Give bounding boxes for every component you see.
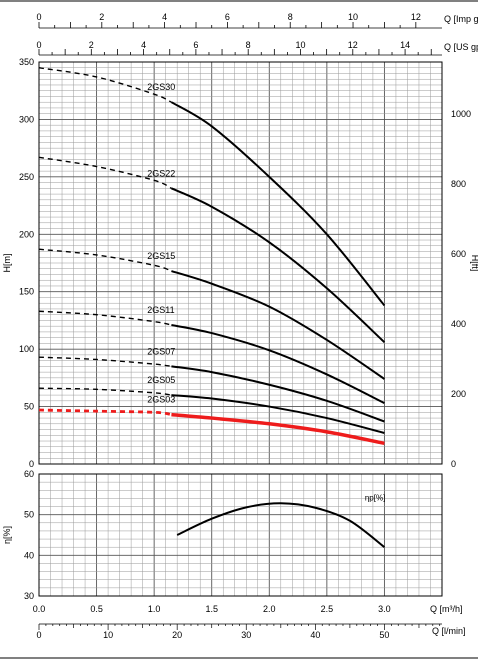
eff-plot-frame bbox=[38, 473, 443, 597]
head-y-tick-label: 250 bbox=[19, 172, 34, 182]
head-right-axis-label: H[ft] bbox=[470, 255, 478, 272]
series-2gs07: 2GS07 bbox=[38, 346, 385, 423]
curve-dashed bbox=[38, 156, 172, 189]
imp-gpm-tick-label: 6 bbox=[225, 12, 230, 22]
curve-solid bbox=[171, 365, 385, 423]
us-gpm-tick-label: 10 bbox=[295, 40, 305, 50]
q-m3h-tick-label: 2.5 bbox=[321, 604, 334, 614]
imp-gpm-tick-label: 2 bbox=[99, 12, 104, 22]
q-m3h-tick-label: 1.5 bbox=[205, 604, 218, 614]
lmin-tick-label: 40 bbox=[310, 630, 320, 640]
curve-solid bbox=[171, 394, 385, 434]
eff-y-tick-label: 60 bbox=[24, 469, 34, 479]
series-label: 2GS30 bbox=[147, 82, 175, 92]
q-m3h-tick-label: 3.0 bbox=[378, 604, 391, 614]
head-y-tick-label: 0 bbox=[29, 459, 34, 469]
efficiency-label: ηp[%] bbox=[365, 493, 385, 502]
head-y-tick-label: 350 bbox=[19, 57, 34, 67]
head-right-tick-label: 0 bbox=[451, 459, 456, 469]
us-gpm-tick-label: 8 bbox=[246, 40, 251, 50]
head-y-tick-label: 100 bbox=[19, 344, 34, 354]
curve-solid bbox=[170, 101, 386, 307]
series-2gs11: 2GS11 bbox=[38, 305, 385, 405]
q-m3h-tick-label: 0.0 bbox=[33, 604, 46, 614]
lmin-axis-label: Q [l/min] bbox=[432, 626, 466, 636]
series-2gs30: 2GS30 bbox=[38, 67, 386, 307]
imp-gpm-axis-label: Q [Imp gpm] bbox=[444, 14, 478, 24]
imp-gpm-tick-label: 10 bbox=[348, 12, 358, 22]
head-right-tick-label: 800 bbox=[451, 179, 466, 189]
curve-dashed bbox=[38, 387, 172, 396]
head-y-tick-label: 300 bbox=[19, 114, 34, 124]
head-plot-frame bbox=[38, 61, 443, 465]
curve-dashed bbox=[38, 310, 172, 326]
eff-y-axis-label: η[%] bbox=[2, 526, 12, 544]
us-gpm-axis-label: Q [US gpm] bbox=[444, 42, 478, 52]
head-right-tick-label: 600 bbox=[451, 249, 466, 259]
lmin-tick-label: 50 bbox=[379, 630, 389, 640]
q-m3h-tick-label: 2.0 bbox=[263, 604, 276, 614]
us-gpm-tick-label: 0 bbox=[36, 40, 41, 50]
lmin-tick-label: 0 bbox=[36, 630, 41, 640]
eff-y-tick-label: 30 bbox=[24, 591, 34, 601]
q-m3h-axis-label: Q [m³/h] bbox=[430, 604, 463, 614]
imp-gpm-tick-label: 8 bbox=[288, 12, 293, 22]
head-y-axis-label: H[m] bbox=[2, 254, 12, 273]
us-gpm-tick-label: 14 bbox=[400, 40, 410, 50]
eff-y-tick-label: 50 bbox=[24, 510, 34, 520]
series-label: 2GS11 bbox=[147, 305, 174, 315]
curve-dashed bbox=[38, 248, 172, 272]
head-y-tick-label: 50 bbox=[24, 402, 34, 412]
us-gpm-tick-label: 6 bbox=[193, 40, 198, 50]
series-label: 2GS07 bbox=[147, 346, 175, 356]
lmin-tick-label: 10 bbox=[103, 630, 113, 640]
curve-dashed bbox=[38, 408, 172, 416]
head-right-tick-label: 200 bbox=[451, 389, 466, 399]
lmin-tick-label: 30 bbox=[241, 630, 251, 640]
series-2gs03: 2GS03 bbox=[38, 395, 385, 446]
imp-gpm-tick-label: 4 bbox=[162, 12, 167, 22]
series-2gs15: 2GS15 bbox=[38, 248, 385, 380]
head-grid bbox=[38, 61, 443, 465]
curve-solid bbox=[171, 270, 385, 380]
head-right-tick-label: 400 bbox=[451, 319, 466, 329]
series-label: 2GS05 bbox=[147, 375, 175, 385]
q-m3h-tick-label: 0.5 bbox=[90, 604, 103, 614]
imp-gpm-tick-label: 12 bbox=[411, 12, 421, 22]
us-gpm-tick-label: 2 bbox=[89, 40, 94, 50]
q-m3h-tick-label: 1.0 bbox=[148, 604, 161, 614]
imp-gpm-tick-label: 0 bbox=[36, 12, 41, 22]
series-2gs22: 2GS22 bbox=[38, 156, 386, 343]
eff-grid bbox=[38, 473, 443, 597]
us-gpm-tick-label: 12 bbox=[348, 40, 358, 50]
curve-solid bbox=[171, 324, 385, 405]
series-2gs05: 2GS05 bbox=[38, 375, 385, 434]
series-label: 2GS03 bbox=[147, 395, 175, 405]
curve-solid bbox=[171, 412, 385, 446]
curve-dashed bbox=[38, 356, 172, 368]
series-label: 2GS15 bbox=[147, 251, 175, 261]
lmin-tick-label: 20 bbox=[172, 630, 182, 640]
head-right-tick-label: 1000 bbox=[451, 109, 471, 119]
eff-y-tick-label: 40 bbox=[24, 550, 34, 560]
efficiency-curve bbox=[176, 502, 386, 548]
head-y-tick-label: 200 bbox=[19, 229, 34, 239]
head-y-tick-label: 150 bbox=[19, 287, 34, 297]
curve-dashed bbox=[38, 67, 172, 103]
curve-solid bbox=[170, 187, 386, 343]
us-gpm-tick-label: 4 bbox=[141, 40, 146, 50]
series-label: 2GS22 bbox=[147, 168, 175, 178]
